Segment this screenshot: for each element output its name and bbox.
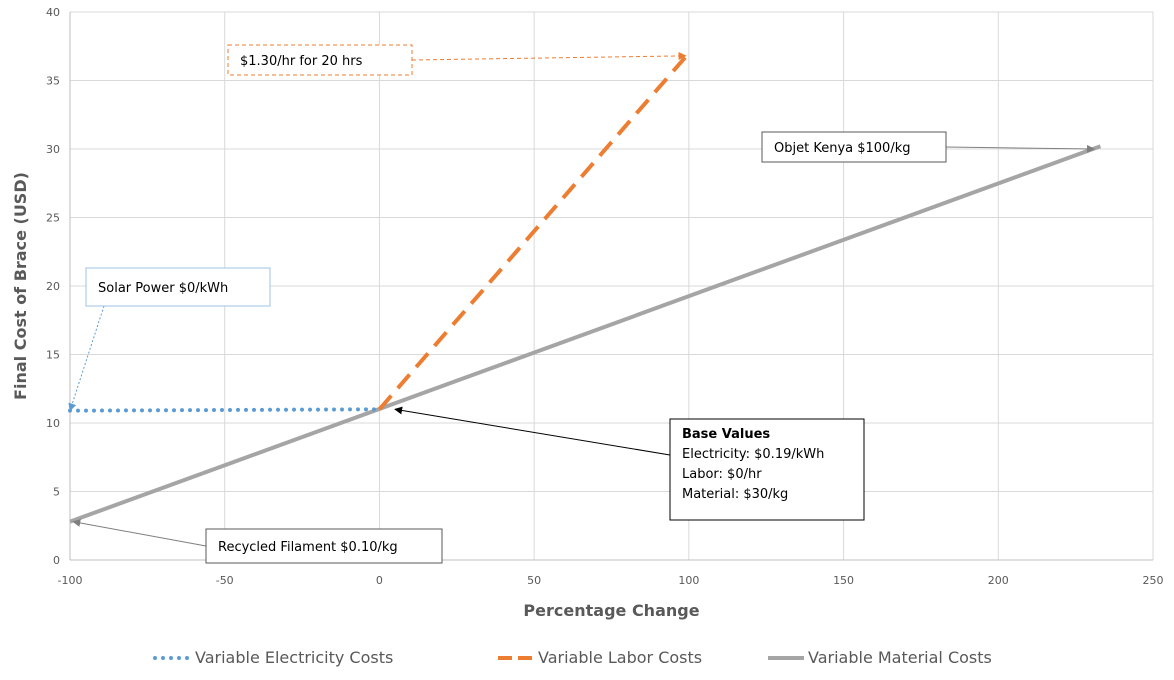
y-tick-label: 30 xyxy=(46,143,60,156)
x-tick-labels: -100 -50 0 50 100 150 200 250 xyxy=(58,574,1164,587)
gridlines xyxy=(70,11,1154,560)
y-axis-title: Final Cost of Brace (USD) xyxy=(11,172,30,400)
annotation-labor-note: $1.30/hr for 20 hrs xyxy=(227,44,687,76)
annotation-box xyxy=(85,267,271,307)
annotation-arrow xyxy=(411,51,687,61)
annotation-line: Material: $30/kg xyxy=(682,487,788,502)
series-line-dashed xyxy=(377,51,691,411)
annotation-arrow xyxy=(394,406,671,456)
annotation-line: Solar Power $0/kWh xyxy=(98,281,228,296)
y-tick-label: 25 xyxy=(46,212,60,225)
legend: Variable Electricity Costs Variable Labor… xyxy=(153,648,992,667)
annotation-line: Objet Kenya $100/kg xyxy=(774,141,910,156)
y-tick-label: 40 xyxy=(46,6,60,19)
annotation-title: Base Values xyxy=(682,427,770,442)
annotation-box xyxy=(227,44,413,76)
annotation-line: Electricity: $0.19/kWh xyxy=(682,447,824,462)
annotation-electricity-note: Solar Power $0/kWh xyxy=(68,267,271,412)
legend-label: Variable Labor Costs xyxy=(538,648,702,667)
annotation-layer: $1.30/hr for 20 hrs Objet Kenya $100/kg So… xyxy=(68,44,1096,564)
annotation-box xyxy=(669,418,865,521)
annotation-arrow xyxy=(68,305,105,412)
annotation-line: Labor: $0/hr xyxy=(682,467,762,482)
y-tick-label: 35 xyxy=(46,75,60,88)
annotation-arrow xyxy=(72,519,207,547)
annotation-line: Recycled Filament $0.10/kg xyxy=(218,540,398,555)
annotation-base-note: Base Values Electricity: $0.19/kWh Labor: … xyxy=(394,406,865,521)
legend-item: Variable Labor Costs xyxy=(498,648,702,667)
x-tick-label: 100 xyxy=(678,574,699,587)
annotation-box xyxy=(761,131,947,163)
x-tick-label: -50 xyxy=(216,574,234,587)
x-tick-label: 50 xyxy=(527,574,541,587)
x-axis-title: Percentage Change xyxy=(523,601,699,620)
x-tick-label: 0 xyxy=(376,574,383,587)
series-line-solid xyxy=(69,144,1102,524)
annotation-material-low-note: Recycled Filament $0.10/kg xyxy=(72,519,443,564)
series-line-dotted xyxy=(68,407,382,413)
y-tick-label: 5 xyxy=(53,486,60,499)
x-tick-label: 150 xyxy=(833,574,854,587)
annotation-material-high-note: Objet Kenya $100/kg xyxy=(761,131,1096,163)
x-tick-label: -100 xyxy=(58,574,83,587)
legend-label: Variable Electricity Costs xyxy=(195,648,393,667)
x-tick-label: 200 xyxy=(988,574,1009,587)
legend-label: Variable Material Costs xyxy=(808,648,992,667)
legend-item: Variable Material Costs xyxy=(768,648,992,667)
legend-item: Variable Electricity Costs xyxy=(153,648,393,667)
y-tick-label: 15 xyxy=(46,349,60,362)
y-tick-label: 0 xyxy=(53,554,60,567)
series-layer xyxy=(68,51,1102,524)
y-tick-label: 20 xyxy=(46,280,60,293)
y-tick-labels: 0 5 10 15 20 25 30 35 40 xyxy=(46,6,60,567)
y-tick-label: 10 xyxy=(46,417,60,430)
x-tick-label: 250 xyxy=(1143,574,1164,587)
annotation-arrow xyxy=(945,144,1096,153)
annotation-line: $1.30/hr for 20 hrs xyxy=(240,54,363,69)
annotation-box xyxy=(205,528,443,564)
